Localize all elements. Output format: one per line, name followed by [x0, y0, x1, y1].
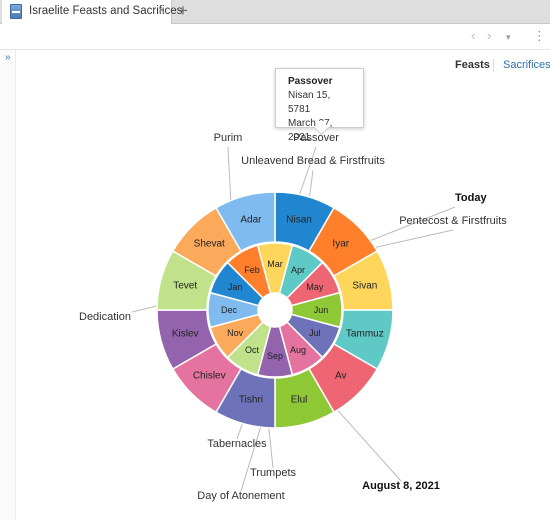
inner-label-dec: Dec	[221, 305, 238, 315]
segment-label-adar: Adar	[240, 215, 262, 226]
callout-line-passover	[299, 146, 317, 195]
inner-label-nov: Nov	[227, 328, 244, 338]
inner-label-apr: Apr	[291, 265, 305, 275]
callout-line-purim	[227, 146, 232, 201]
more-icon[interactable]: ⋮	[533, 28, 546, 43]
expand-panel-icon[interactable]: »	[5, 52, 11, 63]
segment-label-tammuz: Tammuz	[346, 329, 384, 340]
navigation-bar: ‹ › ▾ ⋮	[0, 24, 550, 50]
segment-adar[interactable]	[214, 191, 276, 253]
tab-title: Israelite Feasts and Sacrifices	[29, 5, 183, 17]
segment-label-tishri: Tishri	[239, 394, 263, 405]
segment-label-av: Av	[335, 370, 347, 381]
annotation-pentecost-firstfruits[interactable]: Pentecost & Firstfruits	[399, 215, 507, 227]
callout-line-today	[370, 206, 456, 242]
divider	[493, 59, 494, 72]
callout-line-unleavend-bread-firstfruits	[309, 169, 314, 198]
tooltip-gregorian-date: March 27, 2021	[288, 118, 333, 143]
forward-icon[interactable]: ›	[487, 28, 492, 43]
tab-bar: Israelite Feasts and Sacrifices × +	[0, 0, 550, 24]
event-tooltip: Passover Nisan 15, 5781 March 27, 2021	[275, 68, 364, 143]
annotation-august-8-2021[interactable]: August 8, 2021	[362, 480, 440, 492]
annotation-dedication[interactable]: Dedication	[79, 311, 131, 323]
segment-label-elul: Elul	[291, 394, 308, 405]
new-tab-icon[interactable]: +	[178, 1, 188, 20]
inner-label-sep: Sep	[267, 351, 283, 361]
inner-label-oct: Oct	[245, 345, 260, 355]
tab-feasts[interactable]: Feasts	[455, 59, 490, 71]
inner-segment-mar[interactable]	[256, 242, 294, 295]
segment-label-nisan: Nisan	[286, 215, 312, 226]
annotation-unleavend-bread-firstfruits[interactable]: Unleavend Bread & Firstfruits	[241, 155, 385, 167]
inner-label-feb: Feb	[244, 265, 260, 275]
callout-line-trumpets	[268, 427, 274, 469]
callout-line-dedication	[131, 305, 158, 313]
annotation-purim[interactable]: Purim	[214, 132, 243, 144]
close-icon[interactable]: ×	[158, 3, 166, 17]
annotation-passover[interactable]: Passover	[293, 132, 339, 144]
inner-label-jan: Jan	[228, 282, 243, 292]
inner-label-mar: Mar	[267, 259, 283, 269]
callout-line-tabernacles	[236, 423, 243, 440]
tooltip-title: Passover	[288, 76, 333, 87]
callout-line-august-8-2021	[337, 409, 402, 482]
inner-label-jul: Jul	[309, 328, 321, 338]
annotation-trumpets[interactable]: Trumpets	[250, 467, 297, 479]
document-icon	[10, 4, 22, 19]
back-icon[interactable]: ‹	[471, 28, 476, 43]
callout-line-pentecost-firstfruits	[374, 229, 454, 248]
segment-label-iyar: Iyar	[332, 239, 349, 250]
callout-line-day-of-atonement	[240, 426, 262, 492]
segment-label-tevet: Tevet	[173, 280, 197, 291]
center-hole	[259, 294, 291, 326]
annotation-day-of-atonement[interactable]: Day of Atonement	[197, 490, 284, 502]
tooltip-hebrew-date: Nisan 15, 5781	[288, 90, 331, 115]
inner-label-may: May	[306, 282, 324, 292]
inner-label-aug: Aug	[290, 345, 306, 355]
annotation-today[interactable]: Today	[455, 192, 487, 204]
document-tab[interactable]: Israelite Feasts and Sacrifices ×	[2, 0, 182, 24]
side-panel-strip	[0, 50, 16, 520]
segment-label-kislev: Kislev	[172, 329, 199, 340]
segment-label-chislev: Chislev	[193, 370, 226, 381]
inner-label-jun: Jun	[314, 305, 329, 315]
annotation-tabernacles[interactable]: Tabernacles	[207, 438, 267, 450]
segment-label-shevat: Shevat	[194, 239, 225, 250]
chevron-down-icon[interactable]: ▾	[506, 32, 511, 42]
tab-sacrifices[interactable]: Sacrifices	[503, 59, 550, 71]
segment-label-sivan: Sivan	[352, 280, 377, 291]
